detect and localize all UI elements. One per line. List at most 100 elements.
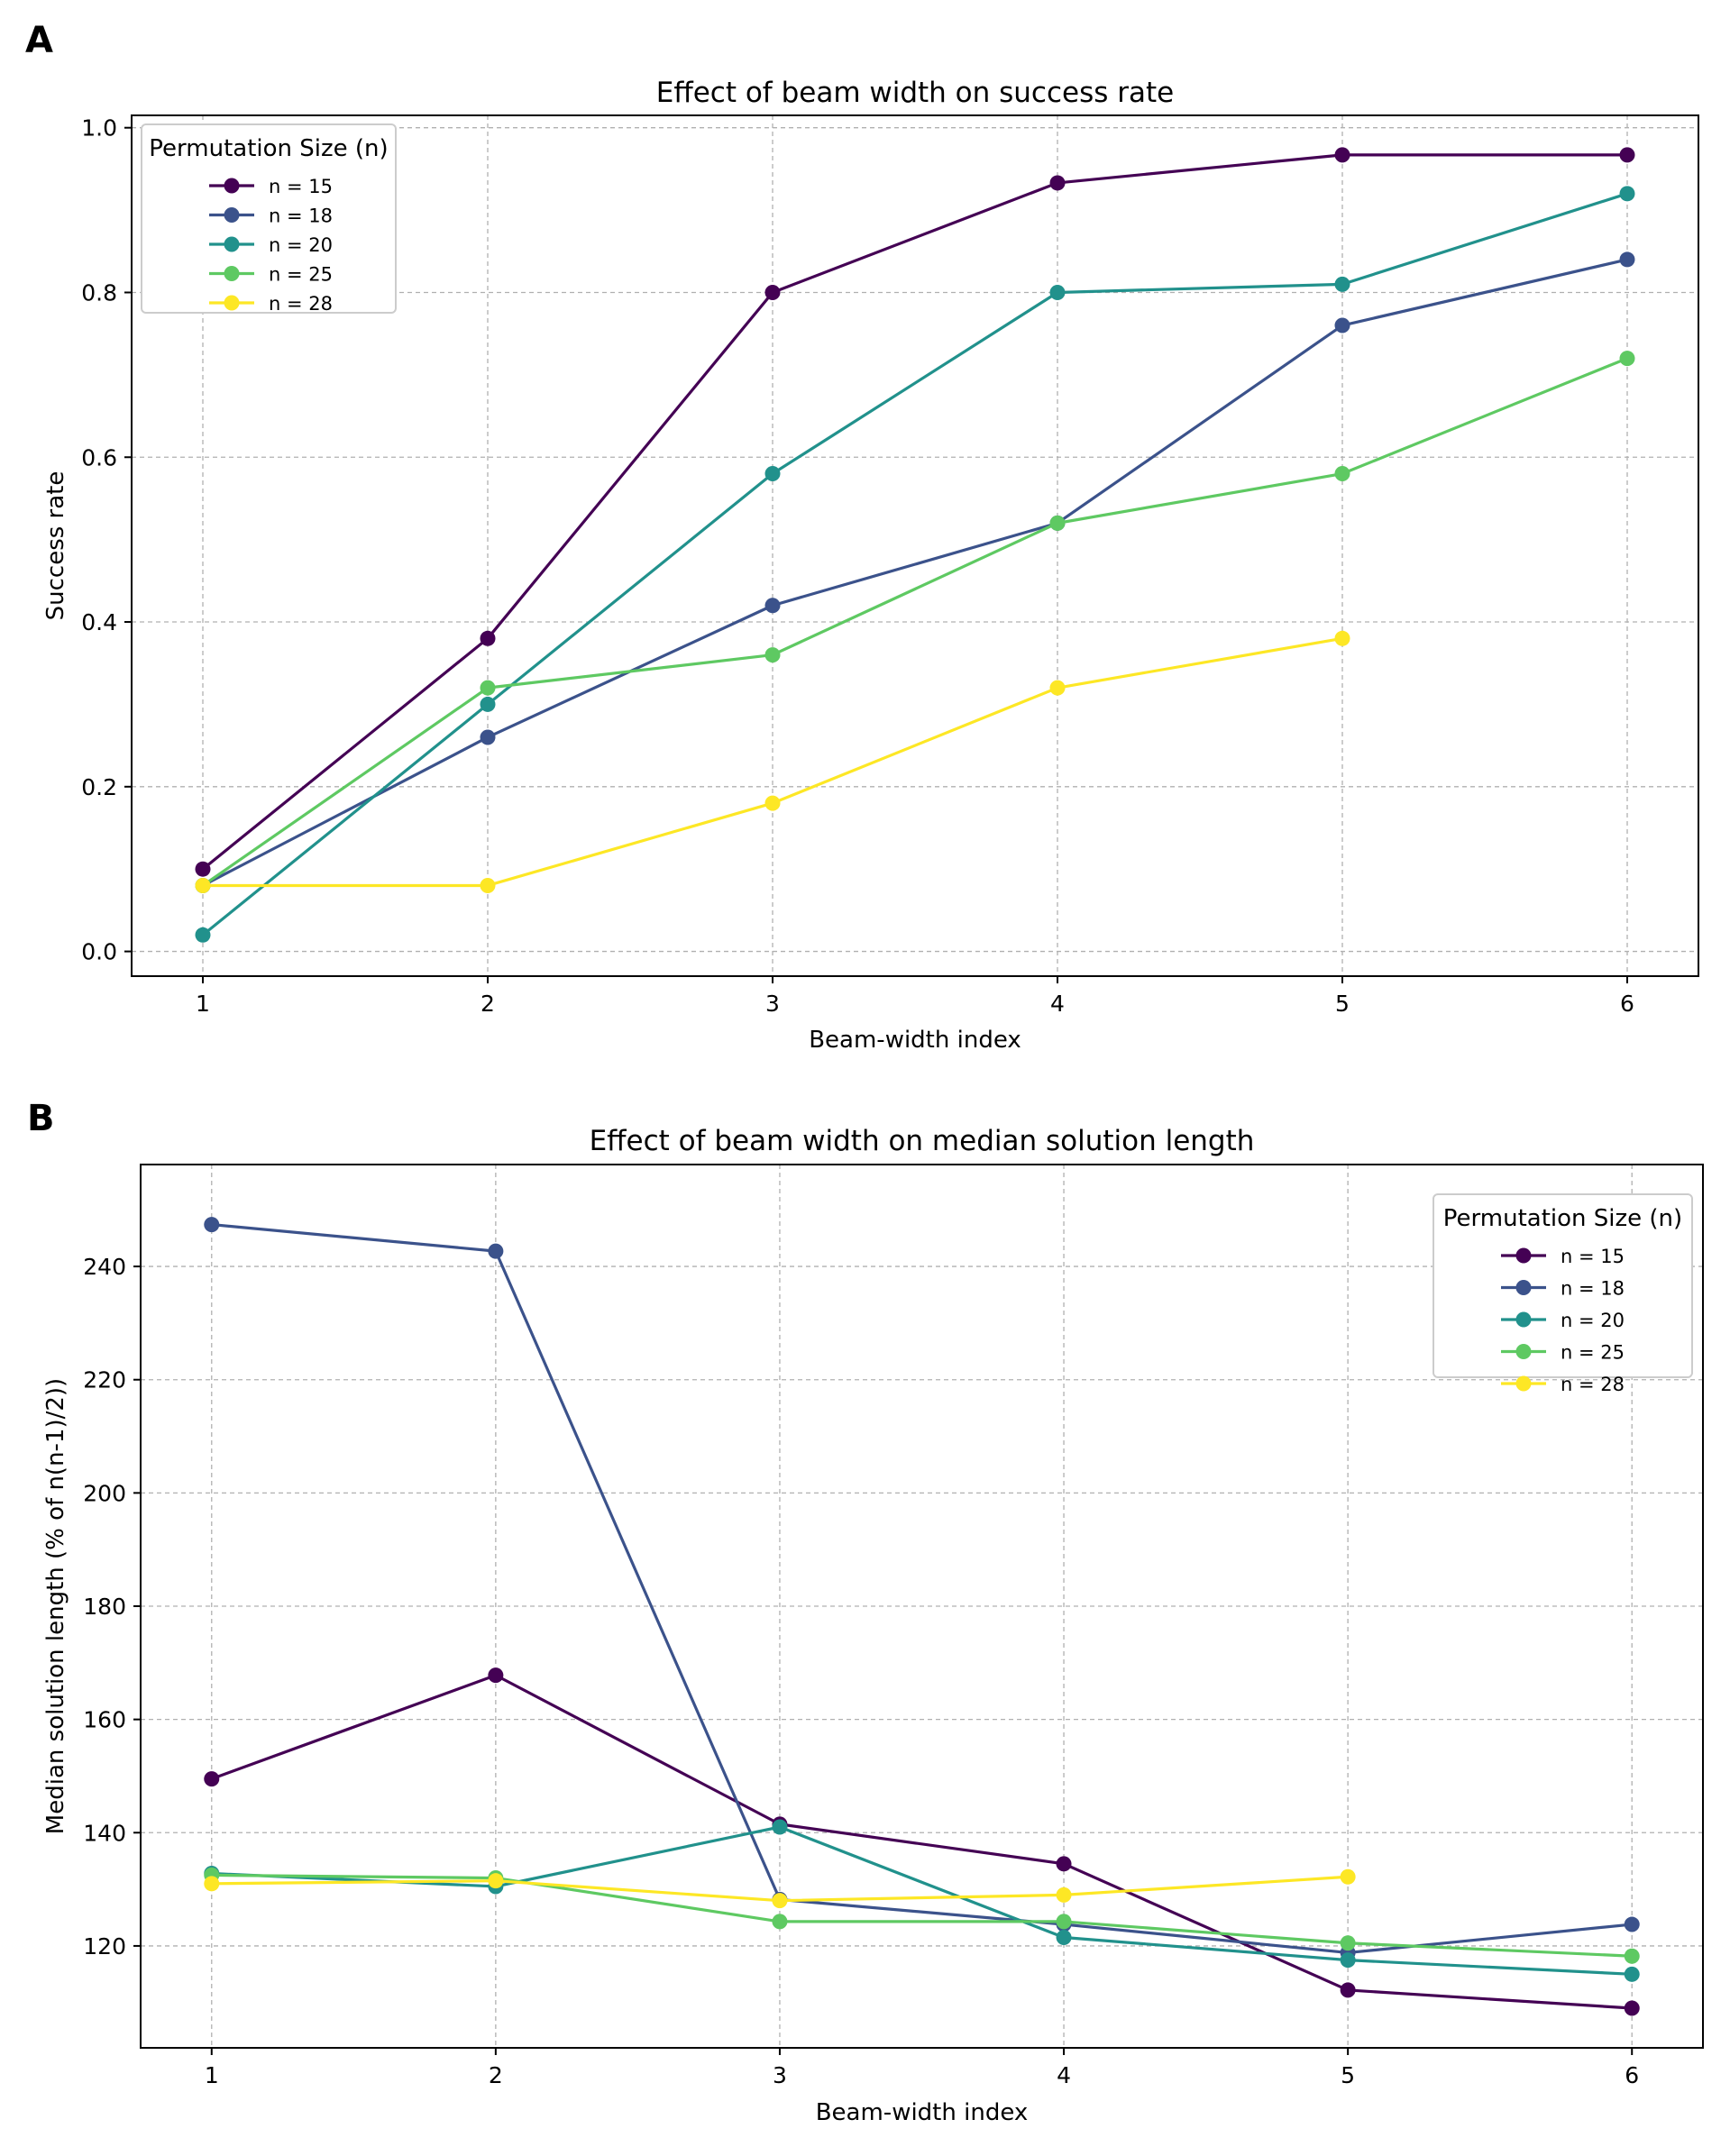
chart-b-legend-label-n-18: n = 18 xyxy=(1561,1278,1625,1300)
chart-a-legend-marker xyxy=(224,295,240,311)
chart-a-y-axis-label: Success rate xyxy=(42,471,69,621)
chart-b-point-n-15-x4 xyxy=(1056,1856,1072,1872)
chart-a-point-n-15-x4 xyxy=(1049,175,1066,191)
chart-a-point-n-15-x1 xyxy=(195,861,211,877)
chart-a-point-n-28-x1 xyxy=(195,877,211,893)
chart-b-point-n-20-x3 xyxy=(772,1819,788,1835)
median-length-chart: 1 2 3 4 5 6 120 140 160 180 200 220 240 Effect of bea… xyxy=(42,1125,1704,2126)
chart-b-point-n-18-x1 xyxy=(204,1217,220,1233)
chart-b-line-n-18 xyxy=(211,1222,1633,1955)
chart-b-line-n-20 xyxy=(211,1825,1633,1976)
chart-a-legend-label-n-15: n = 15 xyxy=(269,176,333,197)
chart-a-legend-label-n-18: n = 18 xyxy=(269,206,333,227)
chart-a-point-n-18-x3 xyxy=(764,598,781,614)
chart-b-legend-item-n-25: n = 25 xyxy=(1501,1342,1625,1364)
chart-a-x-tick-label: 2 xyxy=(481,991,495,1017)
chart-b-legend-item-n-15: n = 15 xyxy=(1501,1246,1625,1267)
chart-a-point-n-20-x3 xyxy=(764,466,781,482)
chart-b-legend-item-n-28: n = 28 xyxy=(1501,1374,1625,1395)
chart-b-y-tick-label: 180 xyxy=(83,1594,126,1620)
chart-b-legend-box xyxy=(1433,1193,1693,1378)
chart-b-title: Effect of beam width on median solution … xyxy=(590,1125,1255,1157)
chart-a-legend-marker xyxy=(224,207,240,223)
chart-b-series-n-18 xyxy=(204,1217,1640,1960)
chart-a-point-n-25-x2 xyxy=(480,680,496,696)
chart-b-point-n-20-x4 xyxy=(1056,1930,1072,1945)
chart-a-line-n-25 xyxy=(202,357,1628,887)
chart-a-legend-marker xyxy=(224,266,240,281)
chart-b-legend-item-n-20: n = 20 xyxy=(1501,1310,1625,1331)
panel-a-label: A xyxy=(25,20,53,61)
chart-b-point-n-28-x1 xyxy=(204,1876,220,1892)
chart-b-point-n-28-x2 xyxy=(488,1873,504,1889)
panel-b-label: B xyxy=(27,1098,55,1139)
chart-b-point-n-18-x2 xyxy=(488,1243,504,1259)
chart-a-point-n-28-x3 xyxy=(764,795,781,811)
chart-a-line-n-20 xyxy=(201,192,1628,936)
chart-a-legend-label-n-28: n = 28 xyxy=(269,293,333,315)
chart-b-x-tick-label: 1 xyxy=(205,2062,219,2088)
chart-a-y-tick-label: 0.4 xyxy=(81,609,117,635)
chart-a-legend-item-n-15: n = 15 xyxy=(209,176,333,197)
chart-b-point-n-25-x4 xyxy=(1056,1914,1072,1930)
chart-b-series-n-15 xyxy=(204,1667,1640,2016)
chart-a-legend-item-n-28: n = 28 xyxy=(209,293,333,315)
chart-b-series-n-28 xyxy=(204,1868,1356,1909)
chart-a-x-tick-label: 3 xyxy=(765,991,780,1017)
chart-b-x-tick-label: 3 xyxy=(773,2062,787,2088)
chart-b-point-n-20-x5 xyxy=(1340,1952,1356,1969)
chart-b-y-tick-label: 120 xyxy=(83,1933,126,1960)
chart-a-y-tick-label: 0.0 xyxy=(81,939,117,965)
chart-b-y-tick-label: 160 xyxy=(83,1707,126,1733)
chart-b-legend-label-n-28: n = 28 xyxy=(1561,1374,1625,1395)
chart-a-legend-item-n-25: n = 25 xyxy=(209,264,333,286)
chart-a-point-n-15-x6 xyxy=(1619,147,1635,163)
chart-a-legend-box xyxy=(141,123,397,314)
chart-b-x-axis-label: Beam-width index xyxy=(816,2099,1029,2126)
chart-a-point-n-20-x4 xyxy=(1049,284,1066,300)
chart-a-point-n-18-x2 xyxy=(480,729,496,745)
chart-a-point-n-20-x2 xyxy=(480,696,496,712)
chart-a-legend-marker xyxy=(224,178,240,194)
chart-b-legend-title: Permutation Size (n) xyxy=(1443,1205,1682,1232)
chart-a-series-n-18 xyxy=(195,251,1635,893)
chart-a-legend-title: Permutation Size (n) xyxy=(149,135,388,162)
chart-a-point-n-18-x5 xyxy=(1334,317,1350,333)
chart-b-line-n-25 xyxy=(211,1873,1633,1958)
chart-b-legend-label-n-20: n = 20 xyxy=(1561,1310,1625,1331)
chart-b-x-tick-label: 4 xyxy=(1057,2062,1071,2088)
chart-a-point-n-20-x6 xyxy=(1619,186,1635,202)
chart-b-point-n-28-x4 xyxy=(1056,1886,1072,1903)
chart-b-x-tick-label: 5 xyxy=(1341,2062,1355,2088)
chart-b-y-tick-label: 140 xyxy=(83,1820,126,1846)
chart-b-point-n-25-x5 xyxy=(1340,1935,1356,1951)
chart-a-y-tick-label: 0.8 xyxy=(81,279,117,306)
chart-b-y-tick-label: 200 xyxy=(83,1480,126,1506)
chart-b-point-n-15-x5 xyxy=(1340,1982,1356,1998)
chart-a-point-n-28-x5 xyxy=(1334,630,1350,646)
chart-a-legend-item-n-18: n = 18 xyxy=(209,206,333,227)
chart-a-x-tick-label: 6 xyxy=(1620,991,1634,1017)
chart-b-y-axis-label: Median solution length (% of n(n-1)/2)) xyxy=(42,1378,69,1834)
chart-a-line-n-15 xyxy=(201,153,1627,871)
chart-a-legend-label-n-25: n = 25 xyxy=(269,264,333,286)
chart-b-point-n-25-x3 xyxy=(772,1914,788,1930)
chart-b-legend-label-n-15: n = 15 xyxy=(1561,1246,1625,1267)
chart-a-series-n-20 xyxy=(195,186,1635,943)
chart-a-point-n-15-x2 xyxy=(480,630,496,646)
chart-b-legend-marker xyxy=(1515,1311,1532,1328)
chart-b-legend-label-n-25: n = 25 xyxy=(1561,1342,1625,1364)
chart-a-point-n-18-x6 xyxy=(1619,251,1635,268)
chart-a-point-n-28-x2 xyxy=(480,877,496,893)
chart-b-y-tick-label: 220 xyxy=(83,1367,126,1393)
chart-a-point-n-25-x4 xyxy=(1049,515,1066,531)
chart-b-point-n-15-x2 xyxy=(488,1667,504,1684)
chart-a-point-n-15-x3 xyxy=(764,284,781,300)
chart-a-plot-frame xyxy=(131,114,1699,977)
chart-a-legend: Permutation Size (n) n = 15 n = 18 n = 20 n … xyxy=(141,123,397,315)
chart-a-point-n-15-x5 xyxy=(1334,147,1350,163)
chart-b-point-n-25-x6 xyxy=(1624,1948,1640,1964)
chart-b-point-n-15-x6 xyxy=(1624,2000,1640,2016)
chart-a-legend-item-n-20: n = 20 xyxy=(209,234,333,256)
chart-a-x-tick-label: 5 xyxy=(1335,991,1350,1017)
